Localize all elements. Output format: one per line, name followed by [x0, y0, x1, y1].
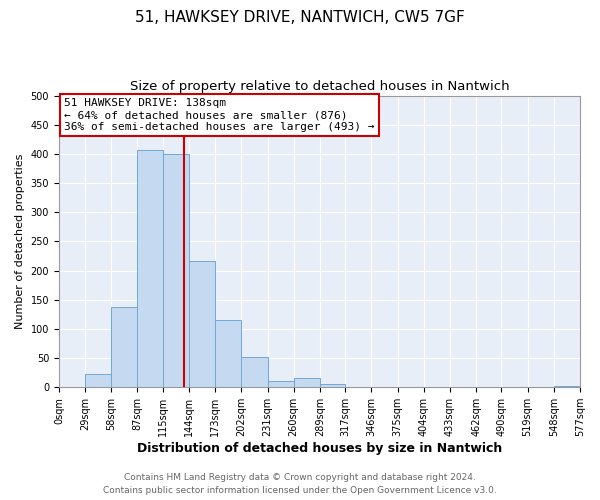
Bar	[137, 150, 163, 387]
Bar	[215, 320, 241, 387]
Bar	[320, 384, 345, 387]
X-axis label: Distribution of detached houses by size in Nantwich: Distribution of detached houses by size …	[137, 442, 502, 455]
Text: Contains HM Land Registry data © Crown copyright and database right 2024.
Contai: Contains HM Land Registry data © Crown c…	[103, 474, 497, 495]
Title: Size of property relative to detached houses in Nantwich: Size of property relative to detached ho…	[130, 80, 509, 93]
Bar	[85, 374, 111, 387]
Bar	[554, 386, 580, 387]
Bar	[111, 308, 137, 387]
Bar	[189, 261, 215, 387]
Bar	[163, 154, 189, 387]
Y-axis label: Number of detached properties: Number of detached properties	[15, 154, 25, 329]
Text: 51, HAWKSEY DRIVE, NANTWICH, CW5 7GF: 51, HAWKSEY DRIVE, NANTWICH, CW5 7GF	[135, 10, 465, 25]
Bar	[241, 357, 268, 387]
Bar	[294, 378, 320, 387]
Text: 51 HAWKSEY DRIVE: 138sqm
← 64% of detached houses are smaller (876)
36% of semi-: 51 HAWKSEY DRIVE: 138sqm ← 64% of detach…	[64, 98, 374, 132]
Bar	[268, 381, 294, 387]
